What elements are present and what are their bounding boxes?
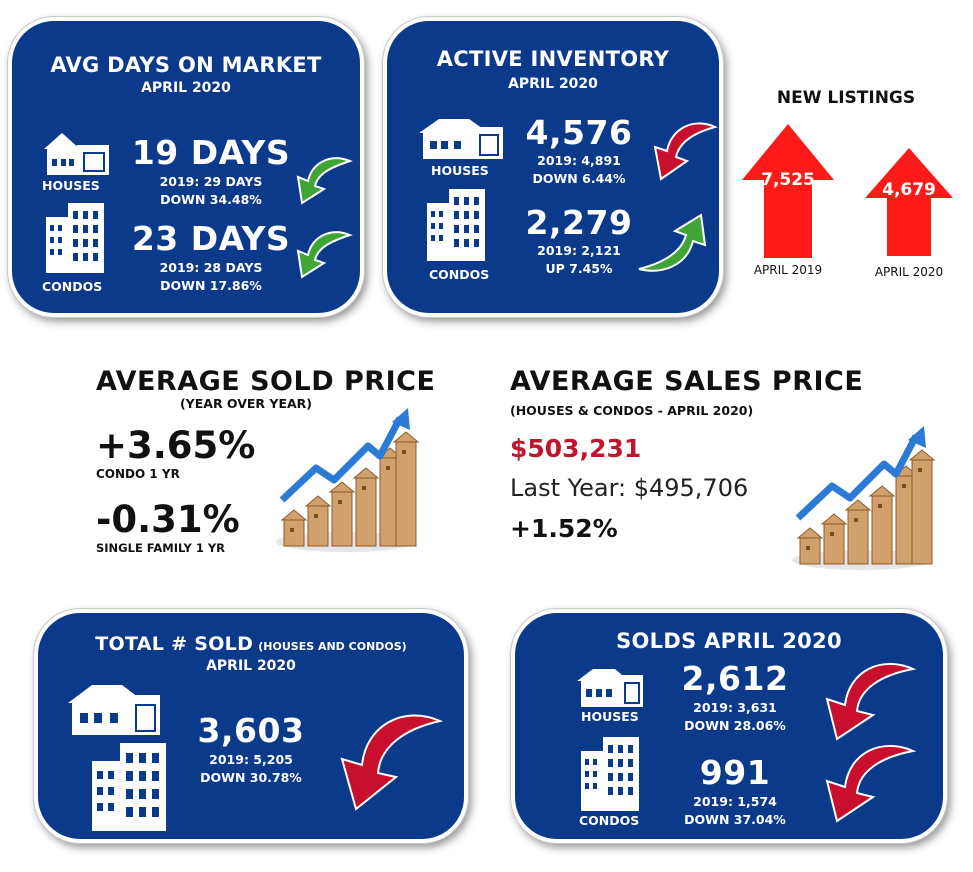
house-icon	[44, 133, 109, 175]
condos-inventory-value: 2,279	[525, 203, 633, 242]
total-sold-heading: TOTAL # SOLD (HOUSES AND CONDOS)	[38, 633, 464, 655]
avg-sold-subtitle: (YEAR OVER YEAR)	[179, 396, 313, 411]
houses-inventory-value: 4,576	[525, 113, 633, 152]
down-arrow-icon	[340, 714, 444, 811]
houses-label: HOUSES	[42, 178, 100, 193]
up-arrow-icon	[638, 213, 707, 272]
down-arrow-icon	[296, 157, 353, 205]
down-arrow-icon	[296, 231, 353, 279]
avg-sales-title: AVERAGE SALES PRICE	[510, 366, 864, 397]
listing-2020-value: 4,679	[882, 180, 936, 200]
condo-price-label: CONDO 1 YR	[96, 467, 180, 481]
total-sold-prev: 2019: 5,205	[209, 752, 293, 767]
condos-sold-change: DOWN 37.04%	[684, 812, 786, 827]
avg-days-period: APRIL 2020	[141, 80, 231, 96]
condo-building-icon	[46, 203, 104, 273]
condo-price-change: +3.65%	[96, 424, 256, 467]
condos-label: CONDOS	[42, 279, 103, 294]
condos-days-value: 23 DAYS	[131, 219, 291, 258]
condos-inventory-prev: 2019: 2,121	[537, 243, 621, 258]
listing-2019-label: APRIL 2019	[753, 263, 823, 277]
down-arrow-icon	[825, 744, 917, 823]
houses-days-value: 19 DAYS	[131, 133, 291, 172]
condo-building-icon	[581, 737, 639, 811]
new-listings-title: NEW LISTINGS	[776, 88, 916, 108]
avg-sold-title: AVERAGE SOLD PRICE	[96, 366, 436, 397]
total-sold-title-suffix: (HOUSES AND CONDOS)	[258, 640, 407, 653]
active-inventory-panel: ACTIVE INVENTORY APRIL 2020 HOUSES CONDO…	[383, 17, 723, 317]
down-arrow-icon	[653, 122, 718, 181]
avg-days-panel: AVG DAYS ON MARKET APRIL 2020 HOUSES CON…	[8, 17, 364, 317]
condos-days-change: DOWN 17.86%	[160, 278, 262, 293]
house-icon	[577, 669, 643, 707]
houses-inventory-change: DOWN 6.44%	[532, 171, 626, 186]
avg-sales-subtitle: (HOUSES & CONDOS - APRIL 2020)	[510, 403, 754, 418]
listing-2020-label: APRIL 2020	[874, 265, 944, 279]
house-icon	[68, 685, 160, 735]
avg-sales-price: $503,231	[510, 434, 642, 463]
solds-title: SOLDS APRIL 2020	[616, 629, 842, 653]
up-arrow-icon	[742, 124, 834, 258]
rising-houses-chart-icon	[276, 408, 420, 552]
condos-sold-value: 991	[699, 753, 771, 792]
condos-sold-prev: 2019: 1,574	[693, 794, 777, 809]
houses-label: HOUSES	[431, 163, 489, 178]
condo-building-icon	[427, 189, 485, 261]
inventory-title: ACTIVE INVENTORY	[436, 47, 670, 71]
total-sold-change: DOWN 30.78%	[200, 770, 302, 785]
down-arrow-icon	[825, 662, 917, 741]
single-family-price-change: -0.31%	[96, 498, 240, 541]
inventory-period: APRIL 2020	[508, 76, 598, 92]
avg-sales-last-year: Last Year: $495,706	[510, 474, 749, 502]
houses-sold-prev: 2019: 3,631	[693, 700, 777, 715]
single-family-price-label: SINGLE FAMILY 1 YR	[96, 541, 226, 555]
total-sold-value: 3,603	[197, 711, 305, 750]
solds-panel: SOLDS APRIL 2020 HOUSES CONDOS 2,612 201…	[511, 609, 947, 843]
condos-label: CONDOS	[429, 267, 490, 282]
house-icon	[419, 119, 503, 159]
houses-inventory-prev: 2019: 4,891	[537, 153, 621, 168]
houses-label: HOUSES	[581, 709, 639, 724]
condo-building-icon	[92, 743, 166, 831]
listing-2019-value: 7,525	[761, 170, 815, 190]
total-sold-panel: TOTAL # SOLD (HOUSES AND CONDOS) APRIL 2…	[34, 609, 468, 843]
avg-days-title: AVG DAYS ON MARKET	[50, 53, 322, 77]
rising-houses-chart-icon	[792, 426, 936, 570]
up-arrow-icon	[865, 148, 953, 256]
total-sold-title: TOTAL # SOLD	[95, 633, 254, 655]
total-sold-period: APRIL 2020	[206, 658, 296, 674]
houses-sold-change: DOWN 28.06%	[684, 718, 786, 733]
houses-sold-value: 2,612	[681, 659, 789, 698]
condos-days-prev: 2019: 28 DAYS	[159, 260, 263, 275]
houses-days-change: DOWN 34.48%	[160, 192, 262, 207]
avg-sales-change: +1.52%	[510, 514, 618, 543]
condos-inventory-change: UP 7.45%	[545, 261, 613, 276]
condos-label: CONDOS	[579, 813, 640, 828]
houses-days-prev: 2019: 29 DAYS	[159, 174, 263, 189]
